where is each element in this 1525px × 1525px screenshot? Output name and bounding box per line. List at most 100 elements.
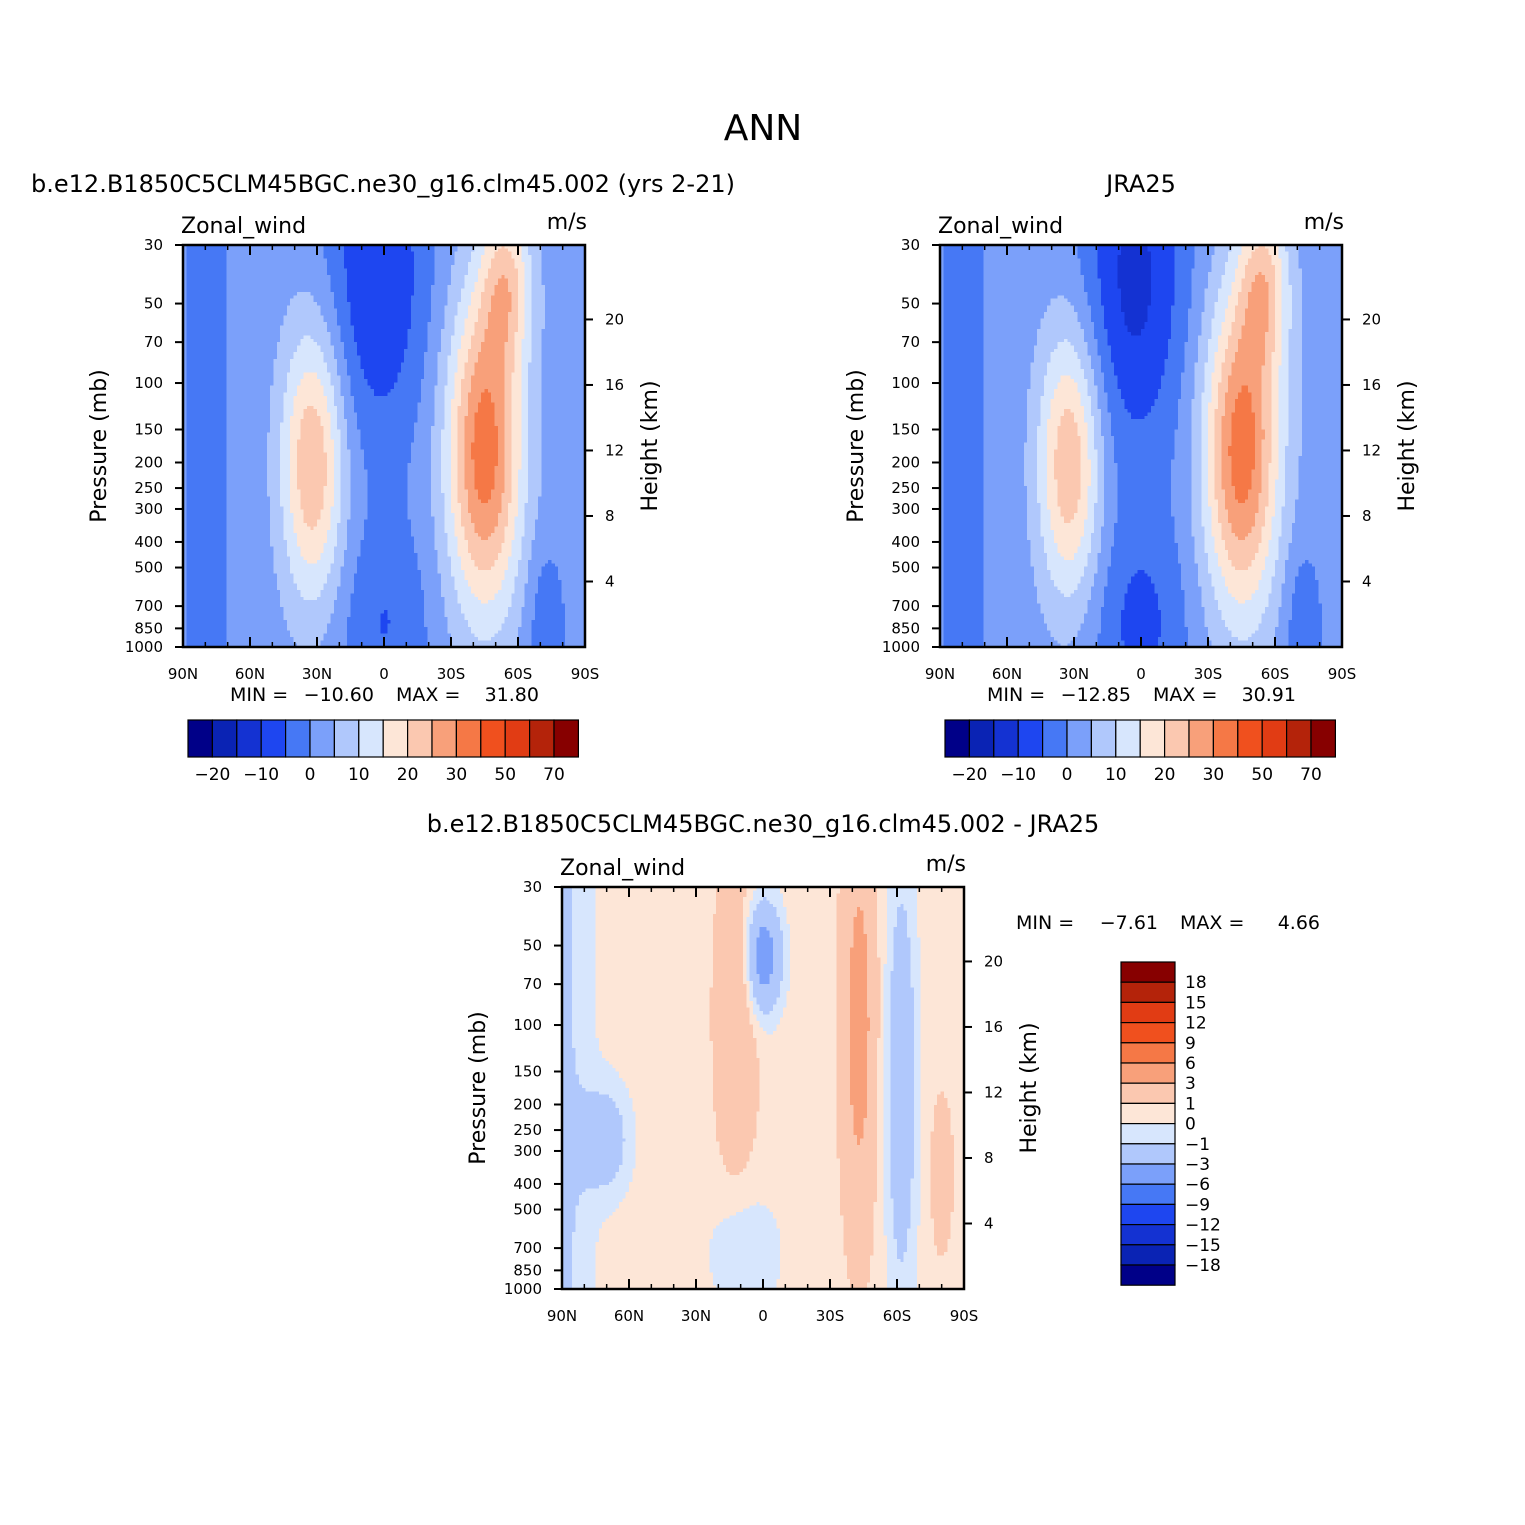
contour-cell bbox=[196, 289, 200, 293]
contour-cell bbox=[545, 305, 549, 309]
contour-cell bbox=[558, 299, 562, 303]
contour-cell bbox=[501, 262, 505, 266]
contour-cell bbox=[518, 285, 522, 289]
contour-cell bbox=[401, 312, 405, 316]
contour-cell bbox=[418, 332, 422, 336]
contour-cell bbox=[351, 289, 355, 293]
contour-cell bbox=[485, 322, 489, 326]
contour-cell bbox=[558, 315, 562, 319]
contour-cell bbox=[267, 248, 271, 252]
contour-cell bbox=[364, 289, 368, 293]
contour-cell bbox=[538, 335, 542, 339]
contour-cell bbox=[411, 289, 415, 293]
contour-cell bbox=[535, 299, 539, 303]
contour-cell bbox=[404, 299, 408, 303]
contour-cell bbox=[294, 329, 298, 333]
contour-cell bbox=[397, 265, 401, 269]
contour-cell bbox=[330, 248, 334, 252]
contour-cell bbox=[230, 342, 234, 346]
contour-cell bbox=[354, 285, 358, 289]
contour-cell bbox=[454, 285, 458, 289]
contour-cell bbox=[528, 272, 532, 276]
contour-cell bbox=[277, 258, 281, 262]
contour-cell bbox=[441, 339, 445, 343]
contour-cell bbox=[464, 295, 468, 299]
contour-cell bbox=[284, 315, 288, 319]
contour-cell bbox=[515, 309, 519, 313]
contour-cell bbox=[317, 322, 321, 326]
contour-cell bbox=[391, 272, 395, 276]
contour-cell bbox=[377, 315, 381, 319]
contour-cell bbox=[464, 342, 468, 346]
contour-cell bbox=[555, 279, 559, 283]
contour-cell bbox=[327, 295, 331, 299]
contour-cell bbox=[243, 342, 247, 346]
contour-cell bbox=[237, 299, 241, 303]
contour-cell bbox=[307, 329, 311, 333]
contour-cell bbox=[250, 322, 254, 326]
contour-cell bbox=[545, 268, 549, 272]
contour-cell bbox=[444, 285, 448, 289]
contour-cell bbox=[454, 289, 458, 293]
contour-cell bbox=[428, 319, 432, 323]
contour-cell bbox=[407, 265, 411, 269]
contour-cell bbox=[347, 285, 351, 289]
contour-cell bbox=[324, 319, 328, 323]
contour-cell bbox=[277, 262, 281, 266]
contour-cell bbox=[227, 335, 231, 339]
contour-cell bbox=[518, 255, 522, 259]
contour-cell bbox=[384, 329, 388, 333]
contour-cell bbox=[344, 268, 348, 272]
contour-cell bbox=[545, 339, 549, 343]
contour-cell bbox=[237, 275, 241, 279]
contour-cell bbox=[381, 262, 385, 266]
contour-cell bbox=[541, 255, 545, 259]
contour-cell bbox=[307, 305, 311, 309]
contour-cell bbox=[327, 315, 331, 319]
contour-cell bbox=[314, 272, 318, 276]
contour-cell bbox=[478, 285, 482, 289]
contour-cell bbox=[210, 302, 214, 306]
contour-cell bbox=[237, 346, 241, 350]
contour-cell bbox=[351, 342, 355, 346]
contour-cell bbox=[421, 325, 425, 329]
contour-cell bbox=[478, 312, 482, 316]
contour-cell bbox=[421, 309, 425, 313]
contour-cell bbox=[257, 289, 261, 293]
contour-cell bbox=[357, 342, 361, 346]
contour-cell bbox=[263, 322, 267, 326]
contour-cell bbox=[294, 325, 298, 329]
contour-cell bbox=[538, 339, 542, 343]
contour-cell bbox=[464, 335, 468, 339]
contour-cell bbox=[237, 325, 241, 329]
contour-cell bbox=[508, 255, 512, 259]
contour-cell bbox=[438, 335, 442, 339]
contour-cell bbox=[267, 282, 271, 286]
contour-cell bbox=[421, 279, 425, 283]
contour-cell bbox=[411, 319, 415, 323]
contour-cell bbox=[300, 312, 304, 316]
contour-cell bbox=[263, 305, 267, 309]
contour-cell bbox=[351, 275, 355, 279]
contour-cell bbox=[263, 339, 267, 343]
contour-cell bbox=[330, 332, 334, 336]
contour-cell bbox=[186, 285, 190, 289]
contour-cell bbox=[528, 312, 532, 316]
contour-cell bbox=[217, 342, 221, 346]
contour-cell bbox=[277, 255, 281, 259]
contour-cell bbox=[340, 325, 344, 329]
contour-cell bbox=[535, 268, 539, 272]
contour-cell bbox=[458, 248, 462, 252]
contour-cell bbox=[508, 332, 512, 336]
contour-cell bbox=[538, 262, 542, 266]
contour-cell bbox=[377, 279, 381, 283]
contour-cell bbox=[424, 302, 428, 306]
contour-cell bbox=[468, 265, 472, 269]
contour-cell bbox=[478, 322, 482, 326]
contour-cell bbox=[347, 329, 351, 333]
contour-cell bbox=[481, 322, 485, 326]
contour-cell bbox=[354, 305, 358, 309]
contour-cell bbox=[451, 332, 455, 336]
contour-cell bbox=[320, 339, 324, 343]
contour-cell bbox=[284, 255, 288, 259]
